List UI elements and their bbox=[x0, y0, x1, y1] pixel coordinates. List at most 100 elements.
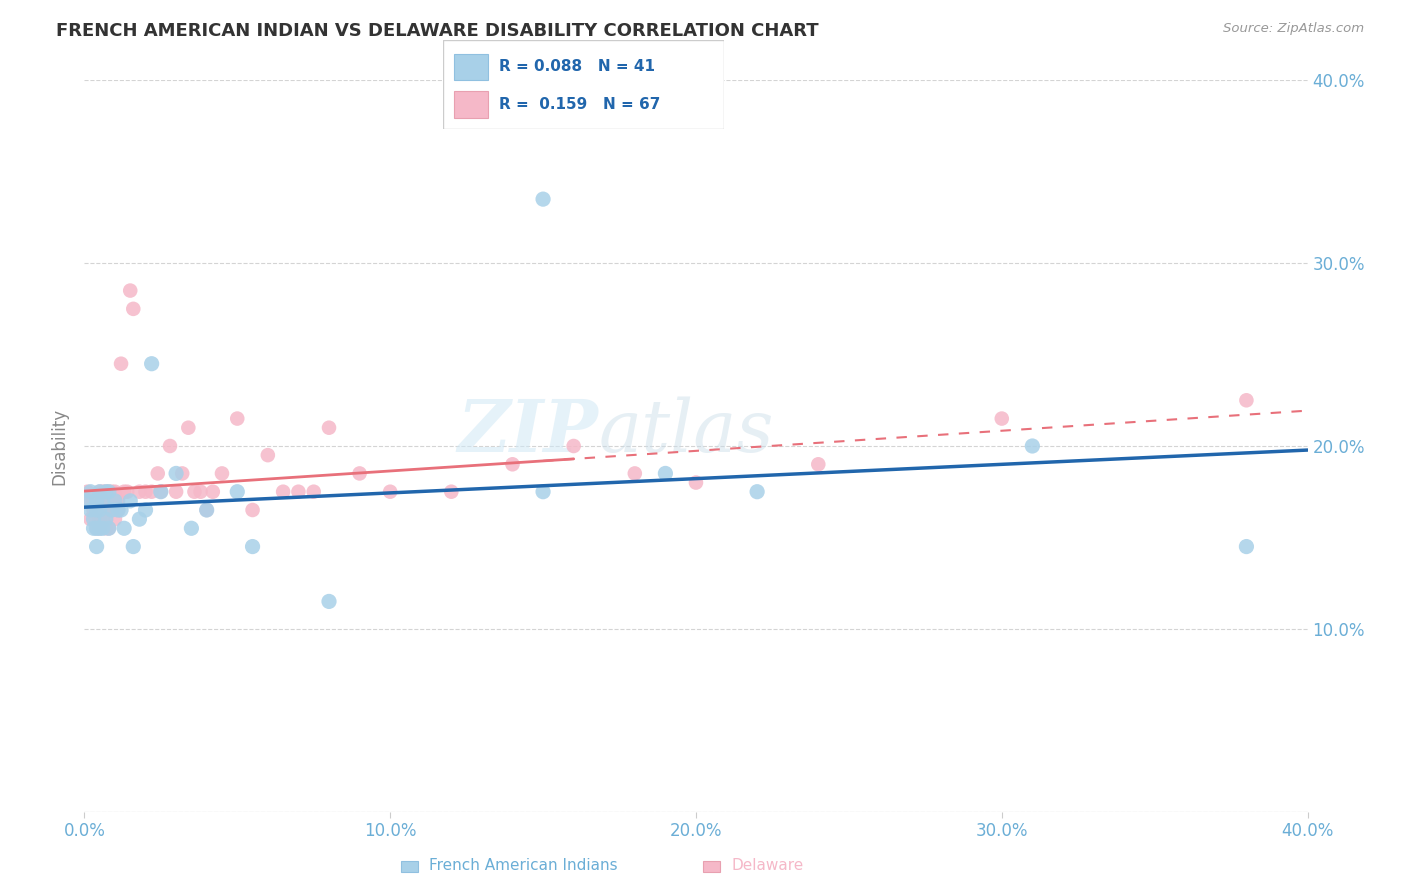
Point bbox=[302, 484, 325, 499]
Point bbox=[91, 512, 114, 526]
Point bbox=[89, 484, 111, 499]
Point bbox=[97, 484, 120, 499]
Point bbox=[195, 503, 218, 517]
Point bbox=[91, 493, 114, 508]
Point bbox=[104, 493, 127, 508]
Point bbox=[807, 458, 830, 472]
Point bbox=[318, 594, 340, 608]
Point bbox=[502, 458, 524, 472]
Point bbox=[97, 521, 120, 535]
Point bbox=[94, 484, 117, 499]
Point bbox=[149, 484, 172, 499]
Point bbox=[349, 467, 371, 481]
Point bbox=[79, 484, 101, 499]
Point bbox=[440, 484, 463, 499]
Point bbox=[211, 467, 233, 481]
Point bbox=[89, 484, 111, 499]
Point bbox=[97, 503, 120, 517]
Point bbox=[242, 540, 264, 554]
Point bbox=[107, 503, 129, 517]
Point bbox=[101, 503, 124, 517]
Point bbox=[128, 512, 150, 526]
Text: Source: ZipAtlas.com: Source: ZipAtlas.com bbox=[1223, 22, 1364, 36]
Point bbox=[141, 357, 163, 371]
Point bbox=[654, 467, 676, 481]
Point bbox=[531, 484, 554, 499]
Point bbox=[94, 484, 117, 499]
Point bbox=[101, 484, 124, 499]
Point bbox=[104, 493, 127, 508]
Point bbox=[97, 493, 120, 508]
Point bbox=[94, 512, 117, 526]
Point bbox=[624, 467, 647, 481]
Point bbox=[94, 493, 117, 508]
Point bbox=[1236, 393, 1258, 408]
Point bbox=[89, 503, 111, 517]
Point bbox=[110, 357, 132, 371]
Point bbox=[226, 411, 249, 425]
Point bbox=[195, 503, 218, 517]
Point bbox=[91, 521, 114, 535]
Point bbox=[159, 439, 181, 453]
Point bbox=[149, 484, 172, 499]
Point bbox=[89, 521, 111, 535]
Point bbox=[79, 512, 101, 526]
Text: ZIP: ZIP bbox=[457, 396, 598, 467]
Point bbox=[86, 493, 108, 508]
Point bbox=[1021, 439, 1043, 453]
Point bbox=[120, 284, 142, 298]
Point bbox=[135, 484, 157, 499]
Point bbox=[79, 503, 101, 517]
Point bbox=[89, 503, 111, 517]
Point bbox=[165, 467, 187, 481]
Point bbox=[104, 512, 127, 526]
Point bbox=[83, 512, 105, 526]
Point bbox=[91, 484, 114, 499]
Point bbox=[83, 521, 105, 535]
Point bbox=[562, 439, 585, 453]
Point bbox=[183, 484, 205, 499]
Point bbox=[531, 192, 554, 206]
Point bbox=[146, 467, 169, 481]
Point bbox=[86, 493, 108, 508]
Point bbox=[112, 484, 135, 499]
Point bbox=[112, 521, 135, 535]
Point bbox=[86, 521, 108, 535]
Y-axis label: Disability: Disability bbox=[51, 408, 69, 484]
Point bbox=[91, 493, 114, 508]
Point bbox=[86, 503, 108, 517]
Point bbox=[1236, 540, 1258, 554]
Point bbox=[89, 521, 111, 535]
Point bbox=[287, 484, 309, 499]
Point bbox=[128, 484, 150, 499]
Point bbox=[104, 484, 127, 499]
Text: French American Indians: French American Indians bbox=[429, 858, 617, 872]
Point bbox=[110, 503, 132, 517]
Point bbox=[180, 521, 202, 535]
Point bbox=[122, 540, 145, 554]
Point bbox=[97, 521, 120, 535]
Point bbox=[115, 484, 138, 499]
Point bbox=[190, 484, 212, 499]
FancyBboxPatch shape bbox=[454, 92, 488, 119]
Point bbox=[201, 484, 224, 499]
Point bbox=[76, 484, 98, 499]
Point bbox=[107, 493, 129, 508]
Text: R =  0.159   N = 67: R = 0.159 N = 67 bbox=[499, 97, 661, 112]
Text: Delaware: Delaware bbox=[731, 858, 803, 872]
Point bbox=[94, 521, 117, 535]
Text: FRENCH AMERICAN INDIAN VS DELAWARE DISABILITY CORRELATION CHART: FRENCH AMERICAN INDIAN VS DELAWARE DISAB… bbox=[56, 22, 818, 40]
Point bbox=[257, 448, 280, 462]
Point bbox=[83, 503, 105, 517]
Point bbox=[122, 301, 145, 316]
Point bbox=[380, 484, 402, 499]
FancyBboxPatch shape bbox=[454, 54, 488, 80]
Text: R = 0.088   N = 41: R = 0.088 N = 41 bbox=[499, 60, 655, 74]
Point bbox=[89, 512, 111, 526]
Point bbox=[89, 493, 111, 508]
Point bbox=[242, 503, 264, 517]
Point bbox=[165, 484, 187, 499]
FancyBboxPatch shape bbox=[443, 40, 724, 129]
Point bbox=[107, 503, 129, 517]
Point bbox=[79, 493, 101, 508]
